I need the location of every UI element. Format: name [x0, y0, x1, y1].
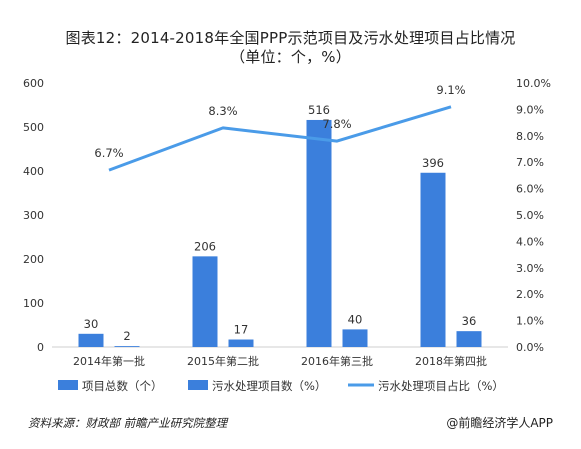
- bar-data-label: 40: [348, 312, 363, 326]
- y-right-tick-label: 9.0%: [516, 103, 544, 116]
- bar-total-2: [306, 119, 332, 348]
- legend-label: 污水处理项目占比（%）: [378, 379, 504, 393]
- bar-sewage-3: [456, 331, 482, 347]
- line-data-label: 7.8%: [322, 117, 351, 131]
- line-data-label: 9.1%: [436, 83, 465, 97]
- bar-sewage-0: [114, 346, 140, 347]
- bar-total-1: [192, 256, 218, 347]
- bar-data-label: 36: [462, 314, 477, 328]
- legend-swatch-bar: [188, 380, 208, 390]
- brand-credit: @前瞻经济学人APP: [446, 416, 553, 430]
- y-right-tick-label: 5.0%: [516, 209, 544, 222]
- y-right-tick-label: 3.0%: [516, 262, 544, 275]
- source-note: 资料来源：财政部 前瞻产业研究院整理: [28, 416, 228, 430]
- x-tick-label: 2016年第三批: [301, 354, 373, 368]
- bar-data-label: 30: [84, 317, 99, 331]
- bar-sewage-1: [228, 339, 254, 347]
- y-right-tick-label: 8.0%: [516, 130, 544, 143]
- y-left-tick-label: 200: [23, 253, 44, 266]
- y-left-tick-label: 600: [23, 77, 44, 90]
- line-data-label: 8.3%: [208, 104, 237, 118]
- x-tick-label: 2015年第二批: [187, 354, 259, 368]
- chart-title: 图表12：2014-2018年全国PPP示范项目及污水处理项目占比情况: [65, 29, 516, 47]
- y-left-tick-label: 500: [23, 121, 44, 134]
- y-right-tick-label: 6.0%: [516, 183, 544, 196]
- x-tick-label: 2018年第四批: [415, 354, 487, 368]
- legend-label: 项目总数（个）: [82, 379, 163, 393]
- y-left-tick-label: 0: [37, 341, 44, 354]
- line-data-label: 6.7%: [94, 146, 123, 160]
- y-right-tick-label: 1.0%: [516, 315, 544, 328]
- y-left-tick-label: 100: [23, 297, 44, 310]
- chart-unit-subtitle: （单位：个，%）: [230, 48, 351, 66]
- legend-swatch-bar: [58, 380, 78, 390]
- y-right-tick-label: 2.0%: [516, 288, 544, 301]
- y-right-tick-label: 7.0%: [516, 156, 544, 169]
- bar-sewage-2: [342, 329, 368, 347]
- bar-data-label: 2: [123, 329, 130, 343]
- y-left-tick-label: 300: [23, 209, 44, 222]
- y-left-tick-label: 400: [23, 165, 44, 178]
- y-right-tick-label: 10.0%: [516, 77, 551, 90]
- bar-data-label: 17: [234, 323, 249, 337]
- bar-total-0: [78, 333, 104, 347]
- bar-data-label: 516: [308, 103, 330, 117]
- bar-total-3: [420, 172, 446, 347]
- line-sewage-share: [108, 105, 452, 172]
- bar-data-label: 206: [194, 239, 216, 253]
- legend-label: 污水处理项目数（%）: [212, 379, 326, 393]
- x-tick-label: 2014年第一批: [73, 354, 145, 368]
- y-right-tick-label: 0.0%: [516, 341, 544, 354]
- y-right-tick-label: 4.0%: [516, 235, 544, 248]
- bar-data-label: 396: [422, 156, 444, 170]
